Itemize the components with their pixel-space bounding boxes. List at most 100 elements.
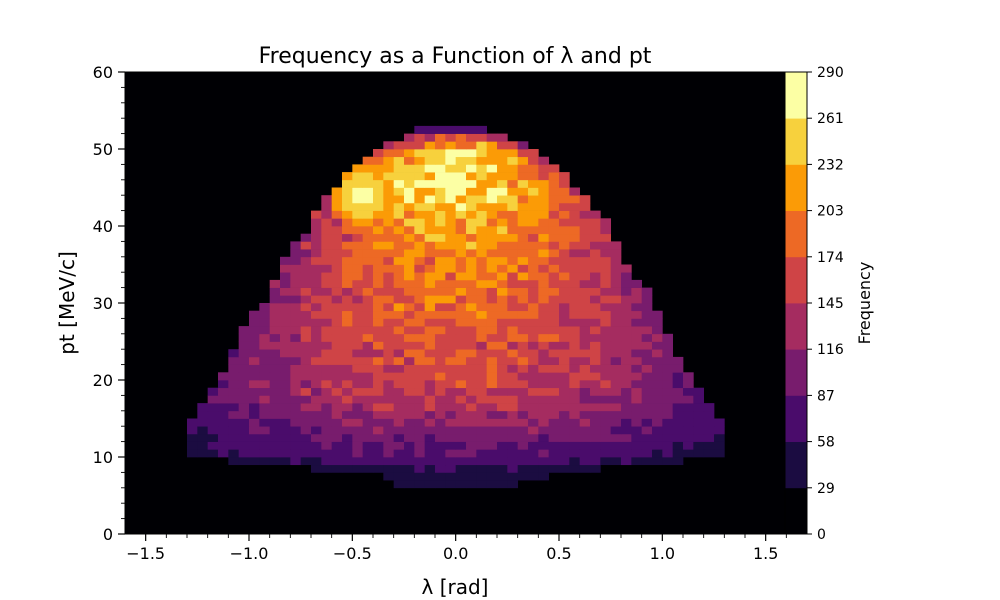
heatmap-cell bbox=[641, 433, 653, 442]
heatmap-cell bbox=[424, 457, 436, 466]
heatmap-cell bbox=[455, 310, 467, 319]
heatmap-cell bbox=[352, 356, 364, 365]
heatmap-cell bbox=[652, 426, 663, 435]
heatmap-cell bbox=[486, 457, 498, 466]
heatmap-cell bbox=[569, 326, 581, 335]
heatmap-cell bbox=[197, 449, 209, 458]
heatmap-cell bbox=[373, 233, 384, 242]
heatmap-cell bbox=[590, 310, 601, 319]
heatmap-cell bbox=[290, 387, 302, 396]
heatmap-cell bbox=[507, 318, 519, 327]
heatmap-cell bbox=[249, 380, 260, 389]
colorbar-segment bbox=[785, 349, 807, 396]
heatmap-cell bbox=[652, 310, 663, 319]
heatmap-cell bbox=[538, 403, 550, 412]
heatmap-cell bbox=[486, 195, 498, 204]
heatmap-cell bbox=[404, 164, 415, 173]
heatmap-cell bbox=[342, 441, 353, 450]
heatmap-cell bbox=[414, 464, 426, 473]
heatmap-cell bbox=[280, 364, 291, 373]
heatmap-cell bbox=[486, 141, 498, 150]
heatmap-cell bbox=[290, 364, 302, 373]
heatmap-cell bbox=[466, 310, 477, 319]
heatmap-cell bbox=[538, 272, 550, 281]
heatmap-cell bbox=[424, 372, 436, 381]
heatmap-cell bbox=[414, 295, 426, 304]
heatmap-cell bbox=[652, 395, 663, 404]
heatmap-cell bbox=[610, 403, 622, 412]
heatmap-cell bbox=[383, 310, 395, 319]
heatmap-cell bbox=[352, 387, 364, 396]
heatmap-cell bbox=[311, 387, 322, 396]
heatmap-cell bbox=[559, 264, 570, 273]
heatmap-cell bbox=[352, 380, 364, 389]
heatmap-cell bbox=[600, 295, 612, 304]
heatmap-cell bbox=[238, 457, 250, 466]
heatmap-cell bbox=[517, 410, 529, 419]
heatmap-cell bbox=[342, 172, 353, 181]
heatmap-cell bbox=[590, 233, 601, 242]
heatmap-cell bbox=[652, 333, 663, 342]
heatmap-cell bbox=[466, 372, 477, 381]
heatmap-cell bbox=[507, 480, 519, 489]
heatmap-cell bbox=[486, 480, 498, 489]
heatmap-cell bbox=[528, 341, 539, 350]
heatmap-cell bbox=[641, 441, 653, 450]
heatmap-cell bbox=[528, 356, 539, 365]
heatmap-cell bbox=[445, 333, 457, 342]
heatmap-cell bbox=[548, 303, 560, 312]
heatmap-cell bbox=[445, 326, 457, 335]
colorbar-tick-label: 29 bbox=[817, 481, 835, 497]
heatmap-cell bbox=[590, 403, 601, 412]
heatmap-cell bbox=[528, 264, 539, 273]
heatmap-cell bbox=[424, 318, 436, 327]
heatmap-cell bbox=[497, 172, 508, 181]
heatmap-cell bbox=[259, 310, 271, 319]
heatmap-cell bbox=[259, 403, 271, 412]
heatmap-cell bbox=[579, 326, 591, 335]
heatmap-cell bbox=[517, 326, 529, 335]
heatmap-cell bbox=[249, 364, 260, 373]
heatmap-cell bbox=[373, 164, 384, 173]
heatmap-cell bbox=[311, 372, 322, 381]
heatmap-cell bbox=[579, 303, 591, 312]
colorbar-tick-label: 0 bbox=[817, 527, 826, 543]
colorbar-tick-label: 87 bbox=[817, 388, 835, 404]
heatmap-cell bbox=[228, 441, 240, 450]
colorbar-tick-label: 58 bbox=[817, 435, 835, 451]
heatmap-cell bbox=[548, 256, 560, 265]
heatmap-cell bbox=[579, 356, 591, 365]
heatmap-cell bbox=[507, 295, 519, 304]
heatmap-cell bbox=[548, 202, 560, 211]
heatmap-cell bbox=[321, 303, 333, 312]
heatmap-cell bbox=[445, 210, 457, 219]
heatmap-cell bbox=[352, 457, 364, 466]
heatmap-cell bbox=[590, 326, 601, 335]
heatmap-cell bbox=[311, 303, 322, 312]
heatmap-cell bbox=[610, 418, 622, 427]
heatmap-cell bbox=[259, 380, 271, 389]
heatmap-cell bbox=[662, 449, 674, 458]
heatmap-cell bbox=[600, 249, 612, 258]
heatmap-cell bbox=[352, 433, 364, 442]
heatmap-cell bbox=[404, 179, 415, 188]
heatmap-cell bbox=[559, 310, 570, 319]
colorbar-segment bbox=[785, 441, 807, 489]
heatmap-cell bbox=[476, 141, 488, 150]
heatmap-cell bbox=[331, 210, 343, 219]
heatmap-cell bbox=[476, 226, 488, 235]
heatmap-cell bbox=[559, 380, 570, 389]
heatmap-cell bbox=[280, 310, 291, 319]
heatmap-cell bbox=[652, 380, 663, 389]
heatmap-cell bbox=[559, 326, 570, 335]
heatmap-cell bbox=[590, 287, 601, 296]
heatmap-cell bbox=[517, 464, 529, 473]
heatmap-cell bbox=[486, 356, 498, 365]
heatmap-cell bbox=[517, 233, 529, 242]
heatmap-cell bbox=[538, 187, 550, 196]
heatmap-cell bbox=[579, 387, 591, 396]
heatmap-cell bbox=[600, 256, 612, 265]
heatmap-cell bbox=[610, 264, 622, 273]
heatmap-cell bbox=[373, 226, 384, 235]
heatmap-cell bbox=[342, 210, 353, 219]
